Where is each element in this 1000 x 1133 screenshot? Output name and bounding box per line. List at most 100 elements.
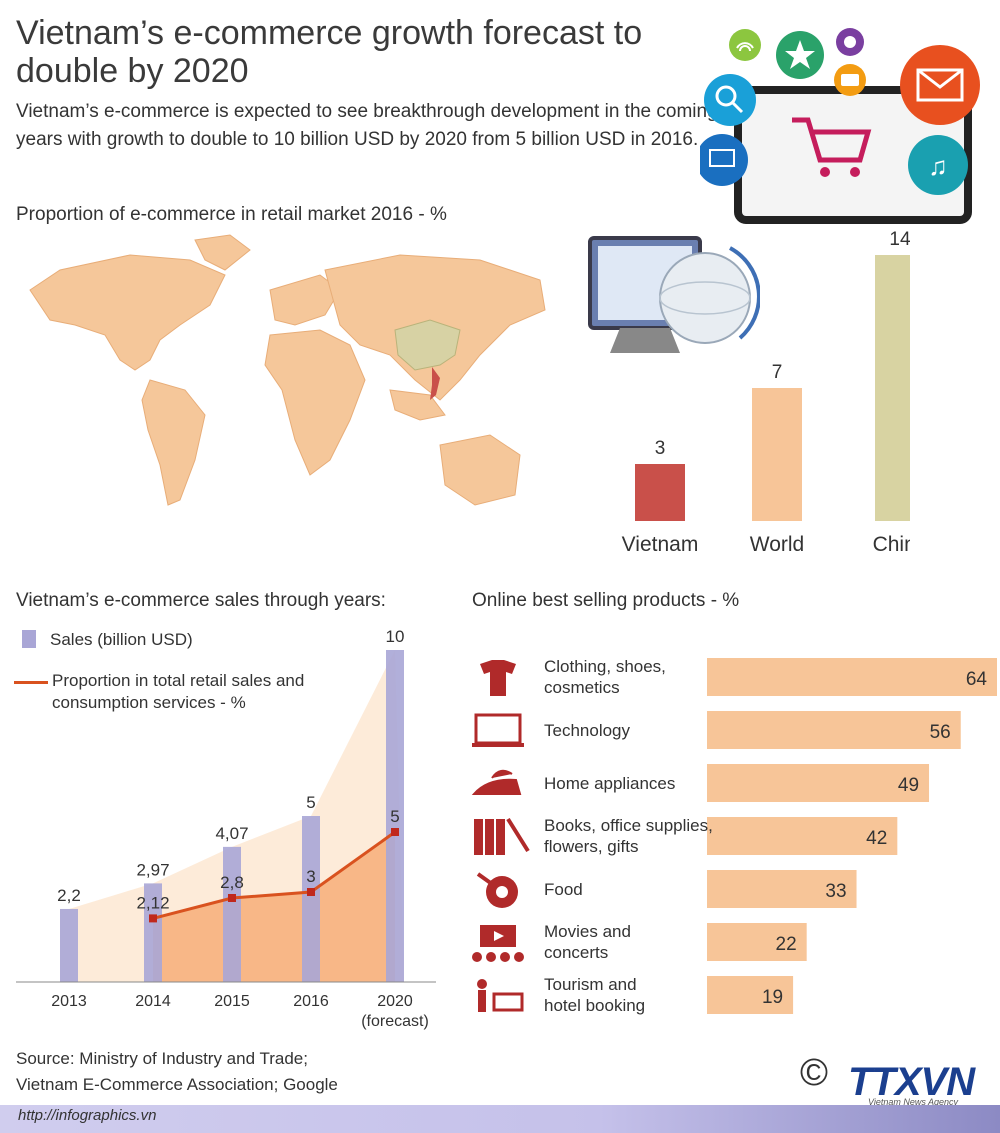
music-icon: ♫ [908, 135, 968, 195]
logo-subtitle: Vietnam News Agency [868, 1097, 959, 1107]
sales-value-label: 5 [306, 793, 315, 812]
product-value-label: 64 [966, 669, 988, 690]
china-region [394, 319, 461, 371]
products-section-title: Online best selling products - % [472, 590, 740, 611]
product-category-label: flowers, gifts [544, 837, 638, 856]
proportion-value-label: 5 [390, 807, 399, 826]
source-line-2: Vietnam E-Commerce Association; Google [16, 1075, 338, 1094]
proportion-area [153, 832, 395, 982]
product-bar [707, 711, 961, 749]
product-category-label: Movies and [544, 922, 631, 941]
star-icon [776, 31, 824, 79]
proportion-section-title: Proportion of e-commerce in retail marke… [16, 204, 447, 225]
category-label-china: China [873, 533, 910, 556]
proportion-bar-chart: 3 Vietnam 7 World 14 China [622, 229, 910, 556]
wifi-icon [729, 29, 761, 61]
vietnam-region [430, 367, 440, 400]
search-icon [704, 74, 756, 126]
shirt-icon [480, 660, 516, 696]
product-bar [707, 658, 997, 696]
product-value-label: 49 [898, 775, 919, 796]
sales-value-label: 2,97 [136, 860, 169, 879]
africa [264, 329, 366, 476]
product-category-label: Tourism and [544, 975, 637, 994]
sales-bar-2016 [302, 816, 320, 982]
proportion-legend-label: Proportion in total retail sales and con… [52, 671, 305, 712]
south-america [141, 379, 206, 506]
ecommerce-illustration: ♫ [700, 28, 980, 224]
north-america [29, 254, 226, 371]
year-label: 2013 [51, 993, 87, 1010]
product-category-label: concerts [544, 943, 608, 962]
bar-china [875, 255, 910, 521]
product-bar [707, 976, 794, 1014]
sales-legend-label: Sales (billion USD) [50, 630, 193, 649]
iron-icon [471, 769, 522, 795]
sales-value-label: 4,07 [215, 824, 248, 843]
ttxvn-logo: TTXVN [848, 1060, 975, 1104]
year-label: 2020 [377, 993, 413, 1010]
product-category-label: hotel booking [544, 996, 645, 1015]
footer-bar [0, 1105, 1000, 1133]
sales-bar-2015 [223, 846, 241, 982]
product-value-label: 56 [930, 722, 951, 743]
value-label-vietnam: 3 [655, 438, 666, 459]
product-value-label: 22 [776, 934, 797, 955]
sales-value-label: 10 [386, 627, 405, 646]
hotel-icon [477, 979, 524, 1012]
sales-bar-2020 [386, 650, 404, 982]
product-category-label: Home appliances [544, 774, 675, 793]
product-value-label: 33 [825, 881, 846, 902]
mail-icon [900, 45, 980, 125]
products-bar-chart: 64 Clothing, shoes, cosmetics 56 Technology 4… [471, 657, 997, 1015]
movie-icon [472, 925, 524, 962]
monitor-icon [700, 134, 748, 186]
value-label-china: 14 [889, 229, 910, 250]
proportion-point [391, 828, 399, 836]
source-line-1: Source: Ministry of Industry and Trade; [16, 1049, 308, 1068]
sales-bar-2014 [144, 883, 162, 982]
proportion-point [307, 888, 315, 896]
bar-vietnam [635, 464, 685, 521]
product-bar [707, 817, 898, 855]
australia [439, 434, 521, 506]
year-label: 2014 [135, 993, 171, 1010]
year-label: 2016 [293, 993, 329, 1010]
greenland [194, 234, 251, 271]
value-label-world: 7 [772, 362, 783, 383]
sales-combo-chart: 2,2 2,97 4,07 5 10 2,12 2,8 3 5 2013 2014 2015 2016 2… [16, 627, 436, 1030]
laptop-icon [472, 713, 524, 747]
bar-world [752, 388, 802, 521]
proportion-point [149, 914, 157, 923]
sales-value-label: 2,2 [57, 886, 81, 905]
sales-section-title: Vietnam’s e-commerce sales through years… [16, 590, 386, 611]
year-note-label: (forecast) [361, 1013, 429, 1030]
proportion-value-label: 2,12 [136, 893, 169, 912]
copyright-icon: © [800, 1052, 828, 1094]
food-icon [476, 872, 518, 908]
sales-bar-2013 [60, 908, 78, 982]
product-category-label: Clothing, shoes, [544, 657, 666, 676]
product-bar [707, 923, 807, 961]
monitor-stand [610, 328, 680, 353]
proportion-line [152, 830, 396, 920]
footer-url[interactable]: http://infographics.vn [18, 1107, 157, 1124]
proportion-value-label: 2,8 [220, 873, 244, 892]
category-label-world: World [750, 533, 804, 556]
globe-monitor-illustration [588, 236, 760, 353]
proportion-point [228, 894, 236, 902]
shopping-cart-icon [792, 117, 872, 177]
product-category-label: Food [544, 880, 583, 899]
svg-text:♫: ♫ [928, 151, 948, 181]
product-value-label: 19 [762, 987, 783, 1008]
product-bar [707, 764, 930, 802]
year-label: 2015 [214, 993, 250, 1010]
product-bar [707, 870, 857, 908]
product-category-label: Technology [544, 721, 631, 740]
europe [269, 274, 341, 326]
sales-legend-swatch [22, 630, 36, 648]
product-value-label: 42 [866, 828, 887, 849]
category-label-vietnam: Vietnam [622, 533, 699, 556]
proportion-legend-line [14, 681, 48, 684]
gear-icon [836, 28, 864, 56]
